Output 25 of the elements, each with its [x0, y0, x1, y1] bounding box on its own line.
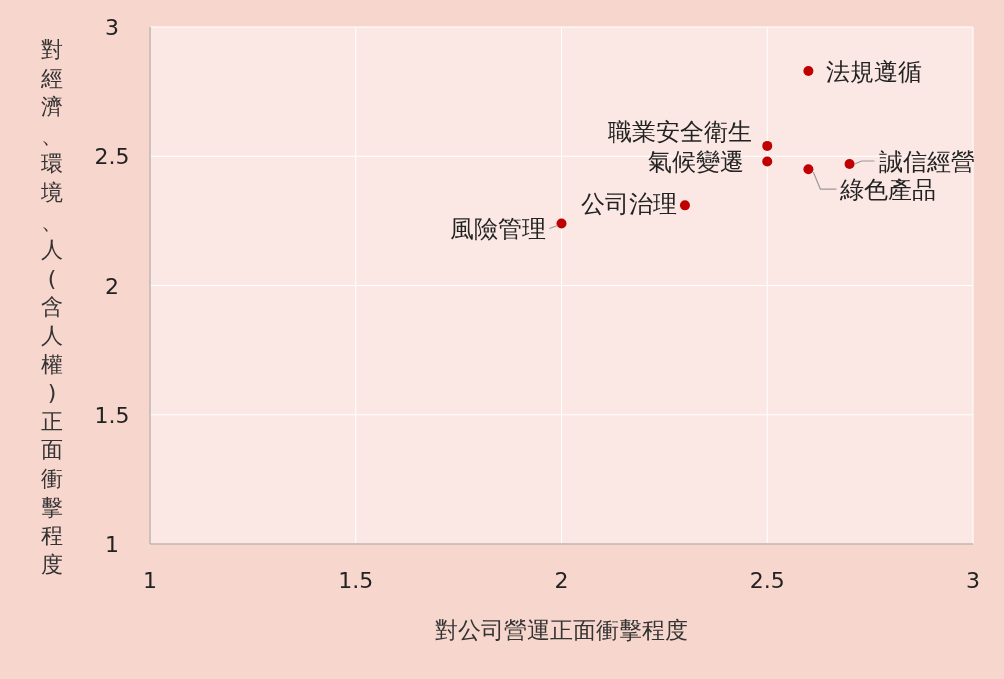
annotation: 公司治理	[580, 190, 677, 219]
y-tick-label: 3	[105, 15, 119, 40]
x-tick-label: 3	[966, 568, 980, 593]
annotation: 綠色產品	[839, 176, 937, 205]
text: 對經濟、環境、人(含人權)正面衝擊程度	[41, 37, 63, 577]
y-tick-label: 1.5	[94, 402, 130, 428]
annotation: 職業安全衛生	[608, 117, 753, 146]
x-axis-title: 對公司營運正面衝擊程度	[435, 617, 688, 643]
x-tick-label: 1	[143, 568, 157, 593]
annotation: 誠信經營	[878, 148, 975, 177]
point	[803, 164, 814, 175]
x-tick-label: 1.5	[338, 568, 374, 593]
annotation: 氣候變遷	[648, 148, 745, 177]
annotation: 風險管理	[449, 215, 546, 244]
point	[762, 156, 773, 167]
x-tick-label: 2.5	[749, 568, 785, 593]
y-tick-label: 2	[105, 273, 119, 299]
point	[844, 159, 855, 170]
annotation: 法規遵循	[826, 57, 923, 86]
x-tick-label: 2	[554, 568, 569, 593]
point	[762, 140, 773, 151]
point	[803, 65, 814, 76]
y-tick-label: 2.5	[94, 144, 130, 170]
y-tick-label: 1	[105, 532, 119, 557]
point	[679, 200, 690, 211]
